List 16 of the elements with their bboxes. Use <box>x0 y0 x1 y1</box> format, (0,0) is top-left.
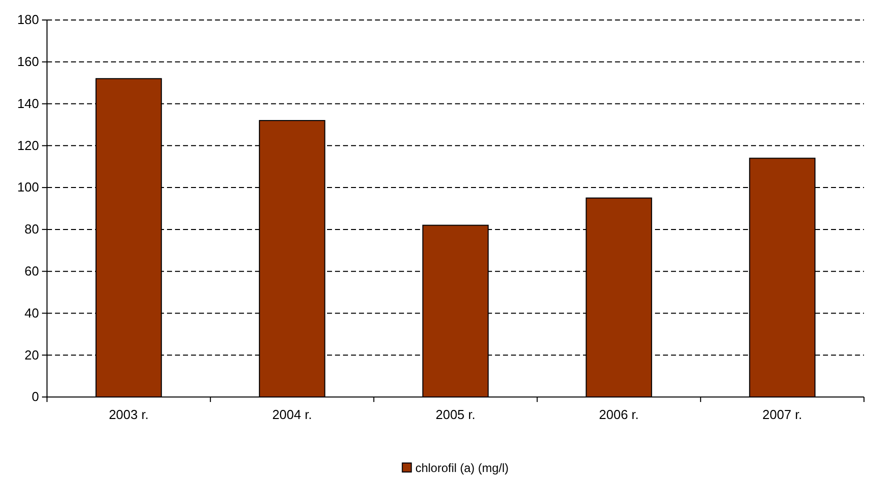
x-tick-label: 2003 r. <box>108 407 149 422</box>
y-tick-label: 40 <box>24 305 39 320</box>
y-tick-label: 100 <box>17 180 39 195</box>
x-tick-label: 2004 r. <box>272 407 312 422</box>
y-tick-label: 80 <box>24 222 39 237</box>
x-tick-label: 2007 r. <box>762 407 802 422</box>
x-tick-label: 2006 r. <box>599 407 639 422</box>
y-tick-label: 60 <box>24 263 39 278</box>
y-tick-label: 0 <box>32 389 39 404</box>
y-tick-label: 160 <box>17 54 39 70</box>
y-tick-label: 120 <box>17 138 39 153</box>
legend-label: chlorofil (a) (mg/l) <box>415 461 509 475</box>
y-tick-label: 140 <box>17 96 39 111</box>
y-tick-label: 20 <box>24 347 39 362</box>
y-tick-label: 180 <box>17 12 39 28</box>
x-tick-label: 2005 r. <box>436 407 476 422</box>
